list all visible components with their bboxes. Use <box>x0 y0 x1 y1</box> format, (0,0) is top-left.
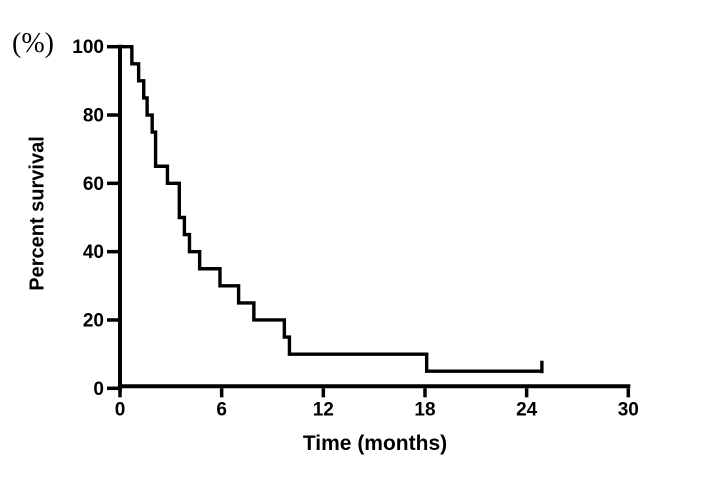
x-tick-label: 12 <box>313 399 334 420</box>
axes <box>118 44 631 391</box>
y-tick-label: 20 <box>83 310 104 331</box>
y-tick-label: 0 <box>93 379 104 400</box>
y-tick-label: 100 <box>72 37 104 58</box>
y-tick-label: 40 <box>83 242 104 263</box>
y-tick-label: 60 <box>83 174 104 195</box>
x-axis-title: Time (months) <box>302 432 448 455</box>
axis-ticks <box>107 44 631 398</box>
y-tick-label: 80 <box>83 106 104 127</box>
percent-unit-label: (%) <box>12 28 54 59</box>
x-tick-label: 0 <box>115 399 126 420</box>
survival-curve <box>120 45 542 373</box>
y-axis-title: Percent survival <box>26 136 49 291</box>
x-tick-label: 6 <box>216 399 227 420</box>
x-tick-label: 24 <box>516 399 538 420</box>
axis-tick-labels: 0 20 40 60 80 100 0 6 12 18 24 30 <box>72 37 639 420</box>
x-tick-label: 18 <box>414 399 435 420</box>
x-tick-label: 30 <box>618 399 639 420</box>
